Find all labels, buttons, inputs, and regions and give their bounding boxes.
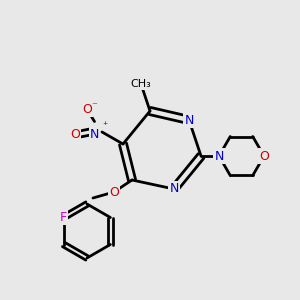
Text: N: N bbox=[184, 113, 194, 127]
Text: O: O bbox=[109, 185, 119, 199]
Text: N: N bbox=[214, 149, 224, 163]
Text: O: O bbox=[70, 128, 80, 142]
Text: F: F bbox=[60, 211, 67, 224]
Text: N: N bbox=[90, 128, 99, 142]
Text: ⁺: ⁺ bbox=[102, 121, 108, 131]
Text: O: O bbox=[259, 149, 269, 163]
Text: ⁻: ⁻ bbox=[92, 101, 98, 112]
Text: N: N bbox=[169, 182, 179, 196]
Text: CH₃: CH₃ bbox=[130, 79, 152, 89]
Text: O: O bbox=[82, 103, 92, 116]
